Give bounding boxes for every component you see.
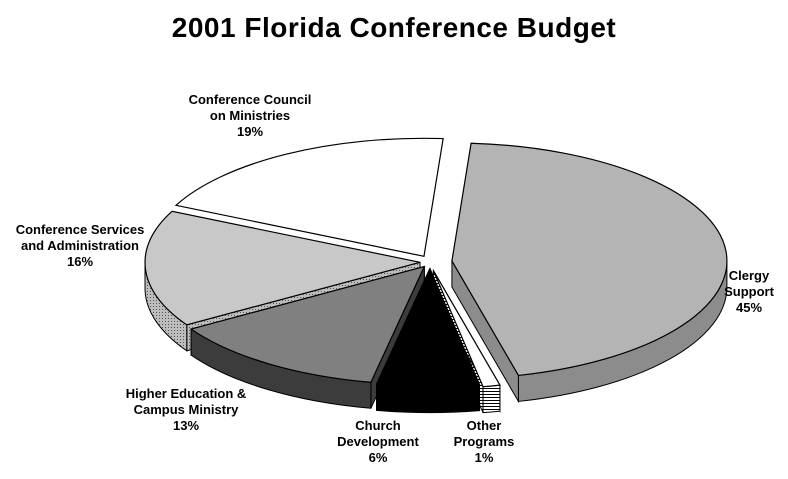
slice-label-higher-education: Higher Education & Campus Ministry 13%	[86, 386, 286, 434]
pie-slice	[144, 210, 421, 326]
slice-label-clergy-support: Clergy Support 45%	[704, 268, 788, 316]
slice-label-line: Church	[355, 418, 401, 433]
pie-slice-side	[482, 384, 501, 414]
slice-label-council-ministries: Conference Council on Ministries 19%	[158, 92, 342, 140]
slice-value-label: 13%	[172, 418, 200, 433]
pie-slice	[174, 137, 444, 258]
pie-slice	[432, 270, 501, 388]
pie-slice	[189, 265, 426, 383]
slice-value-label: 19%	[236, 124, 264, 139]
slice-value-label: 6%	[368, 450, 388, 465]
slice-value-label: 1%	[474, 450, 494, 465]
slice-label-line: Conference Council	[188, 92, 312, 107]
slice-label-conference-services: Conference Services and Administration 1…	[2, 222, 158, 270]
slice-label-other-programs: Other Programs 1%	[434, 418, 534, 466]
slice-value-label: 16%	[66, 254, 94, 269]
slice-label-line: Support	[724, 284, 774, 299]
slice-label-line: Programs	[453, 434, 515, 449]
slice-label-line: Development	[337, 434, 419, 449]
slice-label-line: Other	[466, 418, 502, 433]
pie-slice	[451, 142, 728, 377]
slice-label-line: Conference Services	[15, 222, 145, 237]
slice-value-label: 45%	[735, 300, 763, 315]
chart-title: 2001 Florida Conference Budget	[171, 12, 617, 43]
pie-slice	[375, 267, 481, 388]
slice-label-line: Higher Education &	[125, 386, 247, 401]
slice-label-line: Clergy	[728, 268, 770, 283]
slice-label-church-development: Church Development 6%	[318, 418, 438, 466]
slice-label-line: and Administration	[21, 238, 139, 253]
slice-label-line: on Ministries	[209, 108, 291, 123]
pie-slice-side	[376, 383, 481, 414]
slice-label-line: Campus Ministry	[133, 402, 239, 417]
